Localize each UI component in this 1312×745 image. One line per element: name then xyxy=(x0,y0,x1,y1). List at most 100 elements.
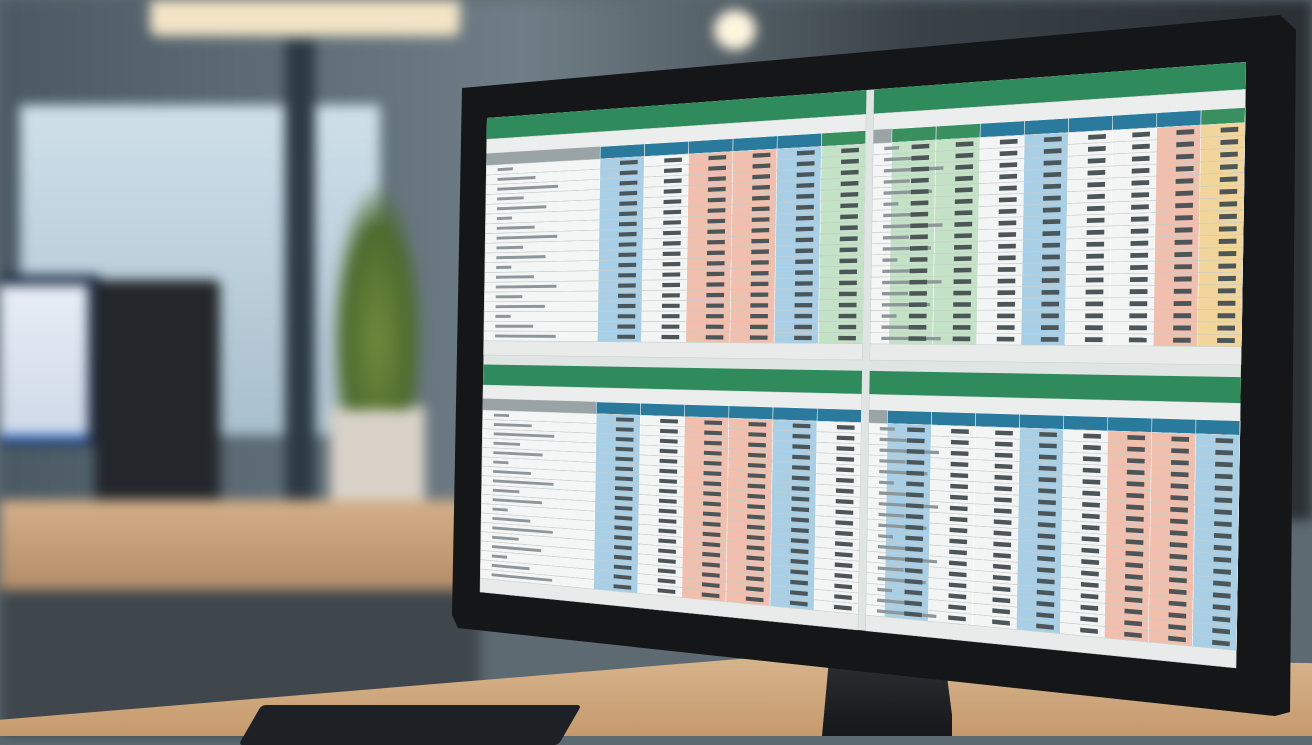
cell-value-text xyxy=(1131,204,1149,209)
cell-value-text xyxy=(1173,313,1191,318)
cell-value-text xyxy=(796,238,814,243)
cell-value-text xyxy=(749,422,767,427)
column-header xyxy=(1068,116,1112,133)
cell-value-text xyxy=(1176,166,1194,172)
cell-value-text xyxy=(1219,214,1237,220)
cell-value-text xyxy=(1174,289,1192,294)
cell-value-text xyxy=(662,304,680,308)
cell-value-text xyxy=(1132,180,1150,186)
cell-value-text xyxy=(796,194,814,199)
cell-value-text xyxy=(750,303,768,307)
cell-value-text xyxy=(706,293,724,297)
cell-value-text xyxy=(663,262,681,267)
cell-value-text xyxy=(954,279,972,284)
cell-value-text xyxy=(1220,152,1238,158)
cell-value-text xyxy=(1170,519,1188,525)
cell-value-text xyxy=(619,222,637,227)
cell-value-text xyxy=(794,314,812,318)
cell-value-text xyxy=(1171,460,1189,465)
cell-value-text xyxy=(839,292,857,297)
cell-value-text xyxy=(1171,483,1189,489)
monitor-screen xyxy=(480,62,1246,668)
cell-value-text xyxy=(1085,337,1103,342)
cell-value-text xyxy=(1043,172,1061,178)
cell-value-text xyxy=(1171,437,1189,442)
cell-value-text xyxy=(1044,160,1062,166)
cell-value-text xyxy=(911,212,929,217)
row-label-text xyxy=(880,427,895,431)
row-label-text xyxy=(495,335,556,338)
cell-value-text xyxy=(1043,231,1061,236)
cell-value-text xyxy=(1083,445,1101,450)
cell-value-text xyxy=(1130,289,1148,294)
cell-value-text xyxy=(1215,497,1233,503)
cell-value-text xyxy=(662,283,680,287)
cell-value-text xyxy=(1044,148,1062,154)
row-label-text xyxy=(882,292,908,296)
cell-value-text xyxy=(1087,230,1105,235)
cell-value-text xyxy=(660,449,678,454)
cell-value-text xyxy=(951,451,969,456)
cell-value-text xyxy=(840,203,858,208)
cell-value-text xyxy=(751,260,769,265)
column-header xyxy=(1113,113,1157,130)
row-label-text xyxy=(494,414,509,417)
cell-value-text xyxy=(616,447,634,452)
cell-value-text xyxy=(795,281,813,286)
cell-value-text xyxy=(951,440,969,445)
row-label-text xyxy=(495,325,533,328)
column-header xyxy=(1064,416,1108,431)
cell-value-text xyxy=(660,419,678,424)
cell-value-text xyxy=(950,473,968,478)
cell-value-text xyxy=(750,314,768,318)
cell-value-text xyxy=(1174,301,1192,306)
cell-value-text xyxy=(1041,337,1059,342)
cell-value-text xyxy=(1174,252,1192,257)
cell-value-text xyxy=(796,227,814,232)
cell-value-text xyxy=(909,325,927,330)
cell-value-text xyxy=(999,186,1017,191)
cell-value-text xyxy=(1171,495,1189,501)
cell-value-text xyxy=(618,263,636,267)
cell-value-text xyxy=(999,220,1017,225)
cell-value-text xyxy=(995,475,1013,480)
cell-value-text xyxy=(1219,251,1237,256)
cell-value-text xyxy=(909,291,927,296)
cell-value-text xyxy=(997,325,1015,330)
cell-value-text xyxy=(1126,504,1144,510)
cell-value-text xyxy=(1042,290,1060,295)
cell-value-text xyxy=(1130,277,1148,282)
cell-value-text xyxy=(748,432,766,437)
cell-value-text xyxy=(997,302,1015,307)
column-header xyxy=(640,403,684,417)
cell-value-text xyxy=(619,253,637,258)
cell-value-text xyxy=(619,211,637,216)
cell-value-text xyxy=(1086,290,1104,295)
column-header xyxy=(821,131,866,147)
cell-value-text xyxy=(797,161,815,166)
cell-value-text xyxy=(1043,184,1061,189)
cell-value-text xyxy=(662,293,680,297)
cell-value-text xyxy=(1131,241,1149,246)
cell-value-text xyxy=(838,325,856,329)
column-header xyxy=(936,124,980,141)
cell-value-text xyxy=(1132,168,1150,174)
cell-value-text xyxy=(663,231,681,236)
cell-value-text xyxy=(1039,477,1057,482)
cell-value-text xyxy=(1173,338,1191,343)
cell-value-text xyxy=(663,241,681,246)
column-header xyxy=(817,408,861,422)
cell-value-text xyxy=(1088,158,1106,164)
cell-value-text xyxy=(663,210,681,215)
cell-value-text xyxy=(1083,456,1101,461)
cell-value-text xyxy=(997,337,1015,342)
cell-value-text xyxy=(1218,301,1236,306)
cell-value-text xyxy=(707,261,725,266)
column-header xyxy=(892,126,936,142)
cell-value-text xyxy=(836,457,854,462)
cell-value-text xyxy=(956,141,974,147)
cell-value-text xyxy=(910,257,928,262)
cell-value-text xyxy=(950,484,968,489)
column-header xyxy=(1201,108,1245,126)
cell-value-text xyxy=(1129,338,1147,343)
